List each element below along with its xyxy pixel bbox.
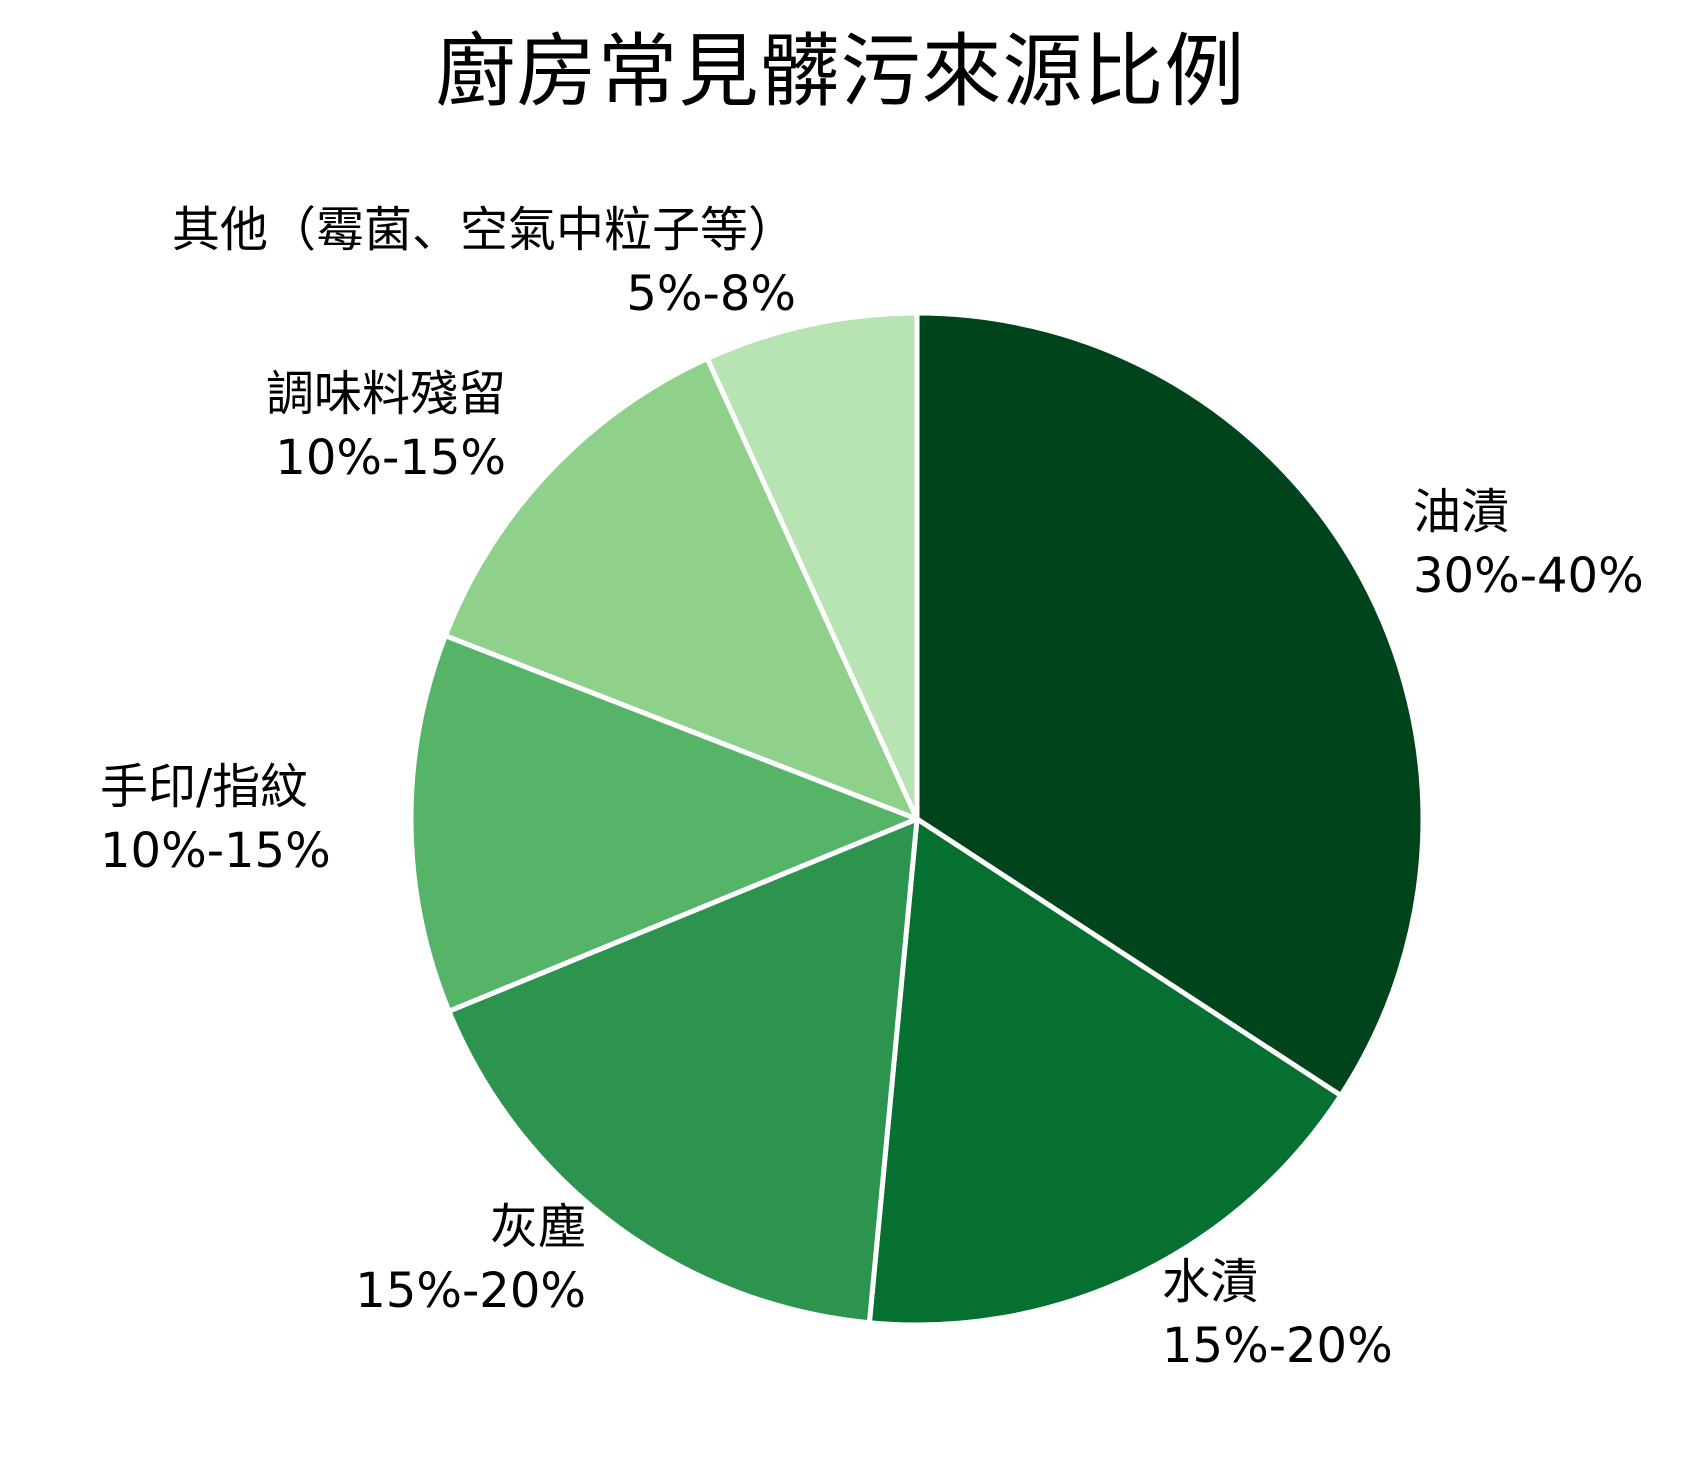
pie-slice-1: [866, 816, 1344, 1328]
label-other-name: 其他（霉菌、空氣中粒子等）: [171, 202, 796, 258]
label-seasoning-name: 調味料殘留: [265, 366, 506, 422]
label-dust: 灰塵 15%-20%: [355, 1195, 586, 1323]
pie-slice-5: [704, 310, 920, 822]
pie-slice-4: [442, 355, 920, 822]
label-water-pct: 15%-20%: [1162, 1318, 1393, 1374]
chart-title: 廚房常見髒污來源比例: [435, 25, 1246, 118]
pie-slice-3: [408, 633, 920, 1014]
label-water: 水漬 15%-20%: [1162, 1250, 1393, 1378]
pie-slices: [408, 310, 1426, 1328]
label-seasoning-pct: 10%-15%: [275, 430, 506, 486]
label-dust-name: 灰塵: [489, 1199, 586, 1255]
label-other: 其他（霉菌、空氣中粒子等） 5%-8%: [172, 198, 796, 326]
label-oil-name: 油漬: [1413, 484, 1510, 540]
label-hand-name: 手印/指紋: [100, 759, 309, 815]
label-hand-pct: 10%-15%: [100, 823, 331, 879]
label-dust-pct: 15%-20%: [355, 1263, 586, 1319]
label-other-pct: 5%-8%: [626, 266, 796, 322]
label-oil-pct: 30%-40%: [1413, 548, 1644, 604]
label-hand: 手印/指紋 10%-15%: [100, 755, 331, 883]
pie-slice-2: [446, 816, 920, 1326]
label-seasoning: 調味料殘留 10%-15%: [266, 362, 506, 490]
label-water-name: 水漬: [1162, 1254, 1259, 1310]
label-oil: 油漬 30%-40%: [1413, 480, 1644, 608]
